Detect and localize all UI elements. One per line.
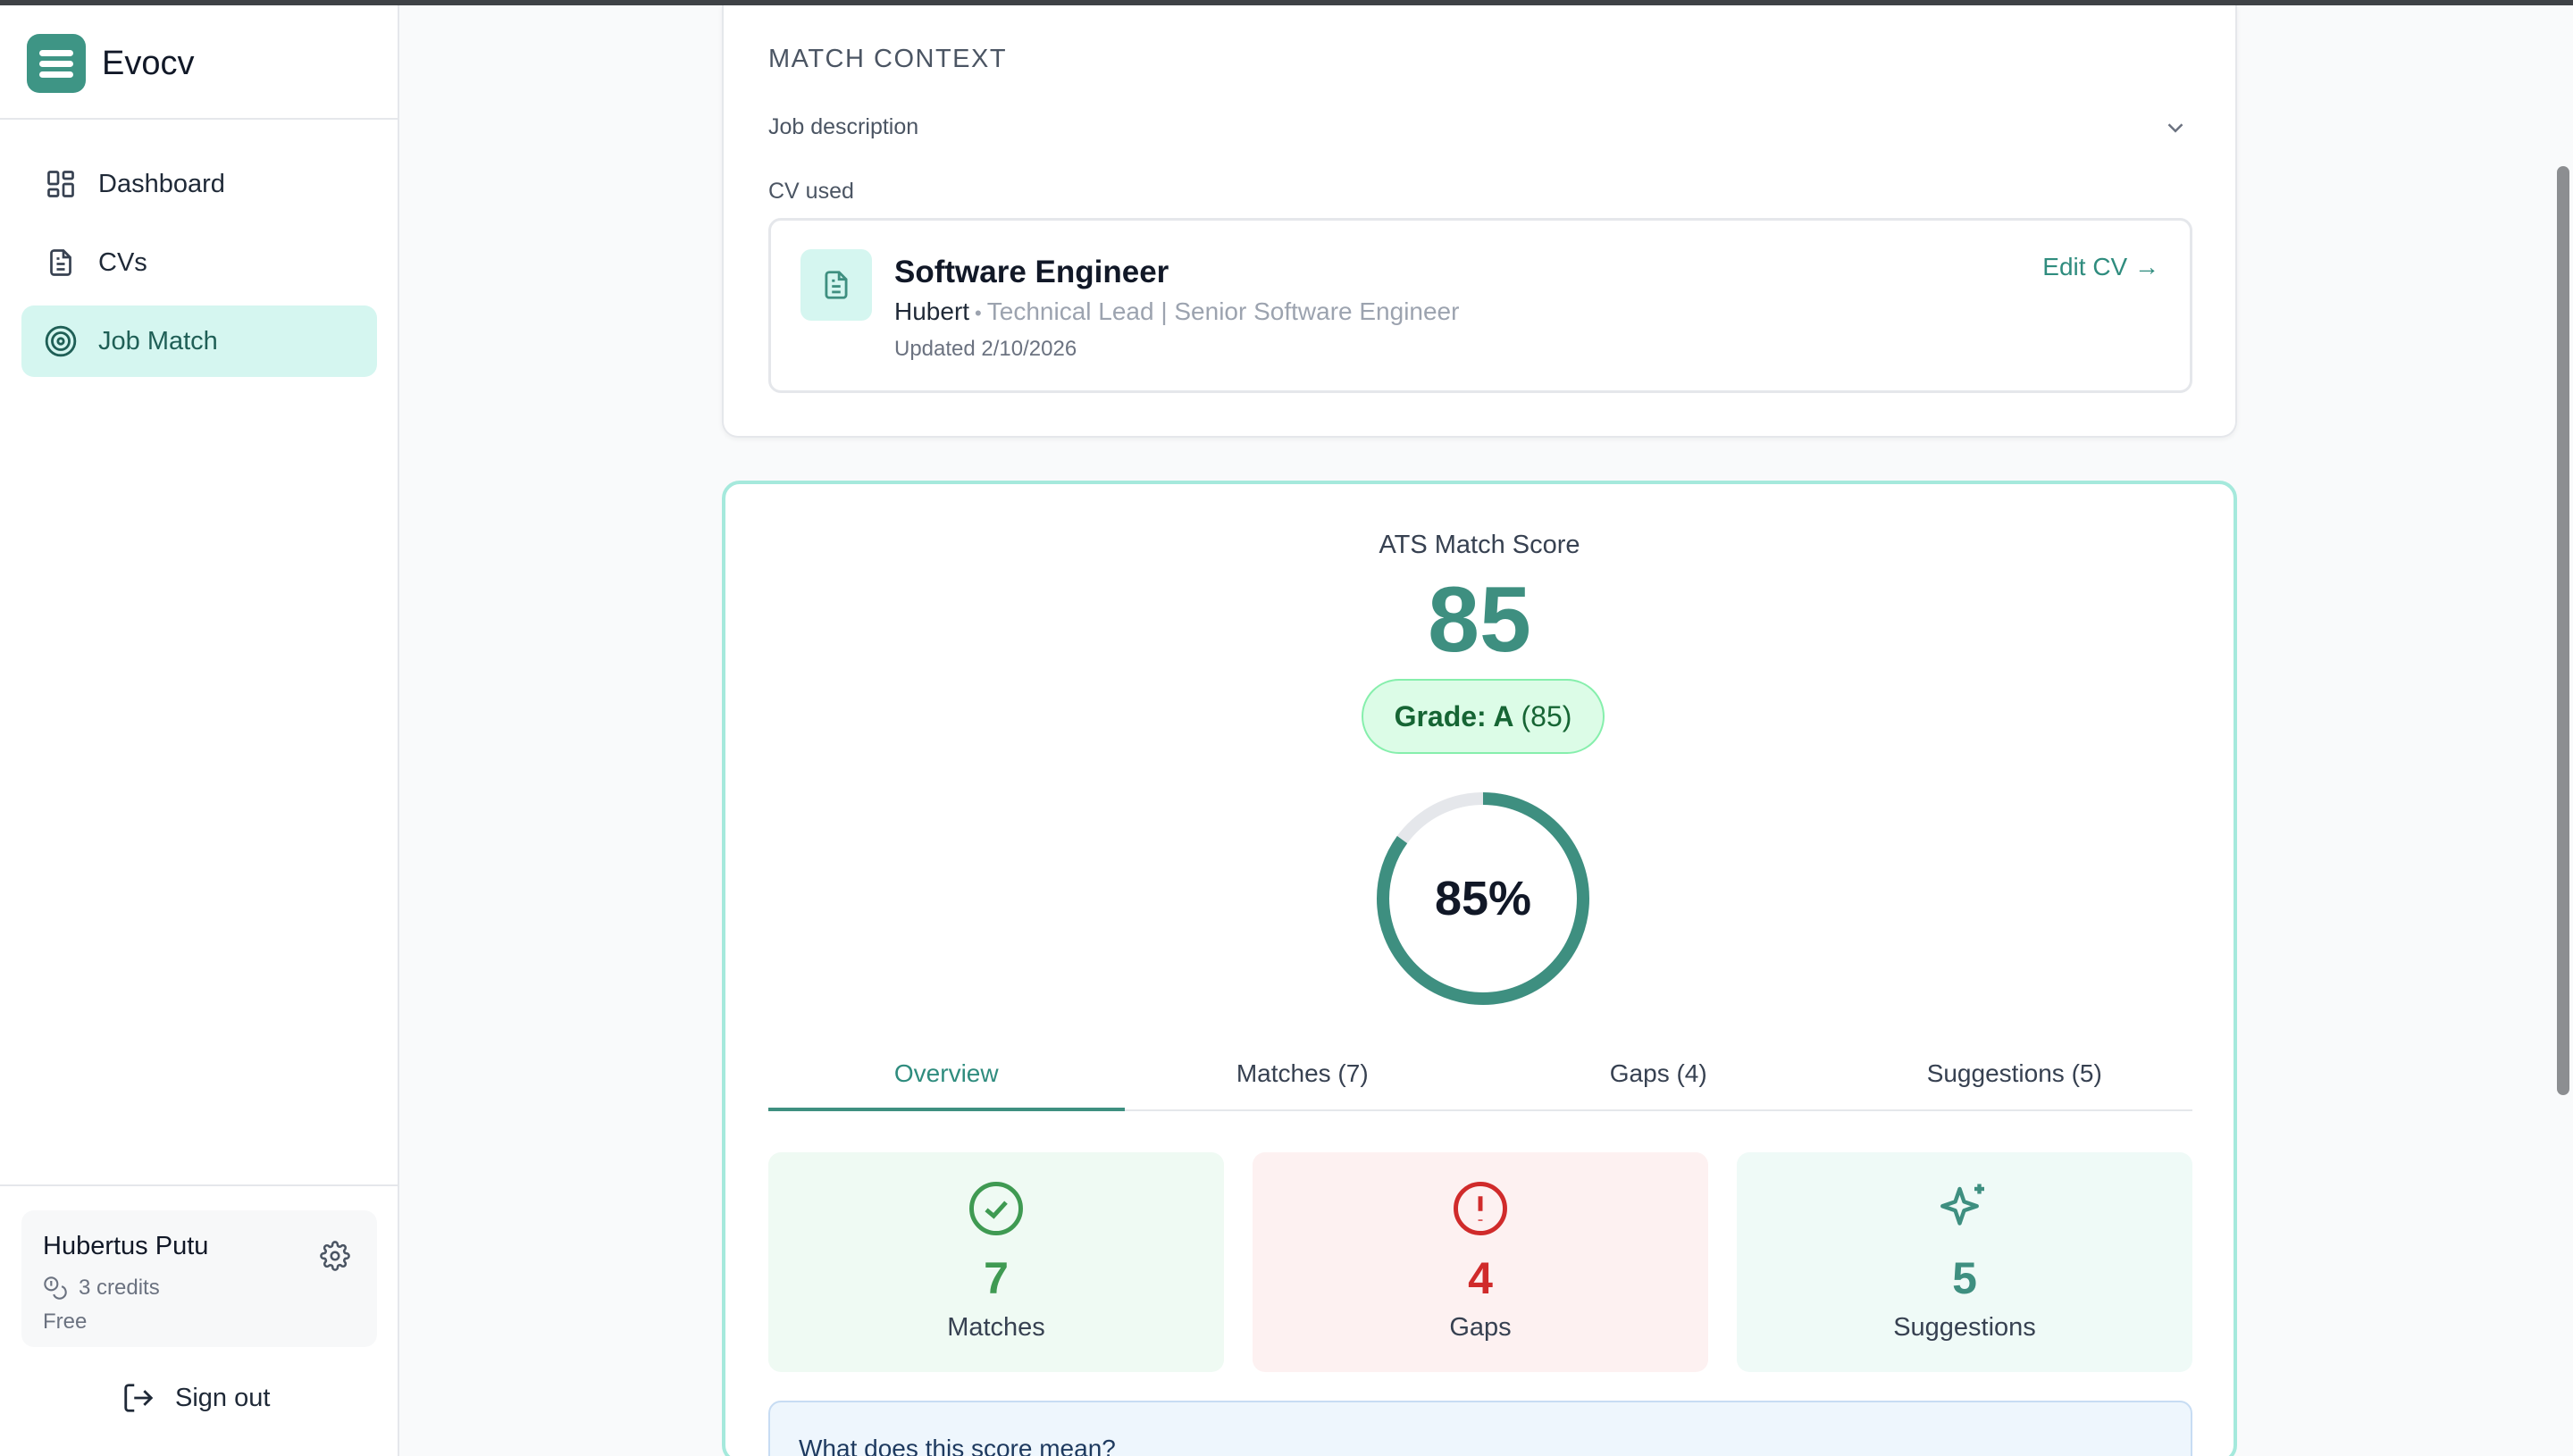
dashboard-icon — [43, 166, 79, 202]
check-circle-icon — [969, 1182, 1023, 1235]
tab-gaps[interactable]: Gaps (4) — [1609, 1059, 1707, 1087]
score-percent: 85% — [1434, 872, 1532, 925]
ats-score-card: ATS Match Score 85 Grade: A (85) 85% Ove… — [722, 481, 2237, 1456]
sparkles-icon — [1940, 1184, 1984, 1226]
suggestions-label: Suggestions — [1893, 1313, 2036, 1342]
score-ring-progress — [1377, 792, 1589, 1005]
score-info-title: What does this score mean? — [799, 1435, 1116, 1456]
cv-meta: Hubert • Technical Lead | Senior Software … — [894, 297, 1459, 326]
user-credits: 3 credits — [43, 1276, 356, 1301]
score-info-box[interactable]: What does this score mean? — [768, 1401, 2192, 1456]
tab-overview[interactable]: Overview — [768, 1047, 1125, 1111]
document-icon — [800, 249, 872, 321]
brand-logo-icon — [27, 34, 86, 93]
sidebar: Evocv Dashboard CVs — [0, 5, 399, 1456]
tab-matches[interactable]: Matches (7) — [1236, 1059, 1369, 1087]
user-card: Hubertus Putu 3 credits Free — [21, 1210, 377, 1347]
cv-title: Software Engineer — [894, 255, 1169, 289]
suggestions-stat[interactable]: 5 Suggestions — [1737, 1152, 2192, 1372]
user-name: Hubertus Putu — [43, 1232, 209, 1260]
chevron-down-icon[interactable] — [2162, 114, 2189, 141]
section-title: MATCH CONTEXT — [768, 45, 1008, 73]
gaps-count: 4 — [1468, 1253, 1493, 1303]
stats-row: 7 Matches 4 Gaps 5 Suggestions — [768, 1152, 2192, 1372]
gear-icon[interactable] — [320, 1241, 350, 1271]
window-top-bar — [0, 0, 2573, 5]
brand[interactable]: Evocv — [27, 32, 194, 95]
result-tabs: Overview Matches (7) Gaps (4) Suggestion… — [768, 1047, 2192, 1111]
matches-stat[interactable]: 7 Matches — [768, 1152, 1224, 1372]
sidebar-item-dashboard[interactable]: Dashboard — [21, 148, 377, 220]
match-context-card: MATCH CONTEXT Job description CV used So… — [722, 5, 2237, 438]
score-ring — [1377, 792, 1589, 1005]
gaps-label: Gaps — [1449, 1313, 1512, 1342]
matches-label: Matches — [947, 1313, 1045, 1342]
sign-out-label: Sign out — [175, 1383, 271, 1412]
coins-icon — [44, 1276, 67, 1300]
edit-cv-link[interactable]: Edit CV → — [2042, 253, 2159, 280]
alert-circle-icon — [1454, 1182, 1507, 1235]
divider — [0, 118, 398, 120]
grade-badge: Grade: A (85) — [1362, 679, 1605, 754]
scrollbar[interactable] — [2557, 166, 2569, 1095]
divider — [0, 1184, 398, 1186]
sidebar-item-cvs[interactable]: CVs — [21, 227, 377, 298]
cv-updated: Updated 2/10/2026 — [894, 337, 1077, 361]
ats-score-value: 85 — [1428, 568, 1531, 672]
job-description-toggle[interactable]: Job description — [768, 114, 919, 139]
target-icon — [43, 323, 79, 359]
ats-score-label: ATS Match Score — [1379, 531, 1580, 559]
suggestions-count: 5 — [1952, 1253, 1977, 1303]
sidebar-item-job-match[interactable]: Job Match — [21, 305, 377, 377]
document-icon — [43, 245, 79, 280]
sidebar-item-label: CVs — [98, 247, 147, 277]
brand-name: Evocv — [102, 44, 195, 82]
user-plan: Free — [43, 1310, 88, 1334]
cv-used-card: Software Engineer Hubert • Technical Lead … — [768, 218, 2192, 393]
matches-count: 7 — [984, 1253, 1009, 1303]
tab-suggestions[interactable]: Suggestions (5) — [1926, 1059, 2102, 1087]
cv-role: Technical Lead | Senior Software Enginee… — [986, 297, 1460, 325]
sign-out-icon — [124, 1384, 154, 1412]
sidebar-item-label: Job Match — [98, 326, 218, 356]
gaps-stat[interactable]: 4 Gaps — [1253, 1152, 1708, 1372]
dot-separator: • — [975, 302, 982, 324]
grade-score: (85) — [1521, 699, 1572, 732]
grade-letter: Grade: A — [1394, 699, 1514, 732]
sign-out-button[interactable]: Sign out — [122, 1381, 270, 1415]
cv-owner: Hubert — [894, 297, 970, 325]
cv-used-label: CV used — [768, 179, 854, 204]
credits-label: 3 credits — [79, 1276, 160, 1300]
sidebar-nav: Dashboard CVs Job Match — [21, 148, 377, 384]
sidebar-item-label: Dashboard — [98, 169, 225, 198]
